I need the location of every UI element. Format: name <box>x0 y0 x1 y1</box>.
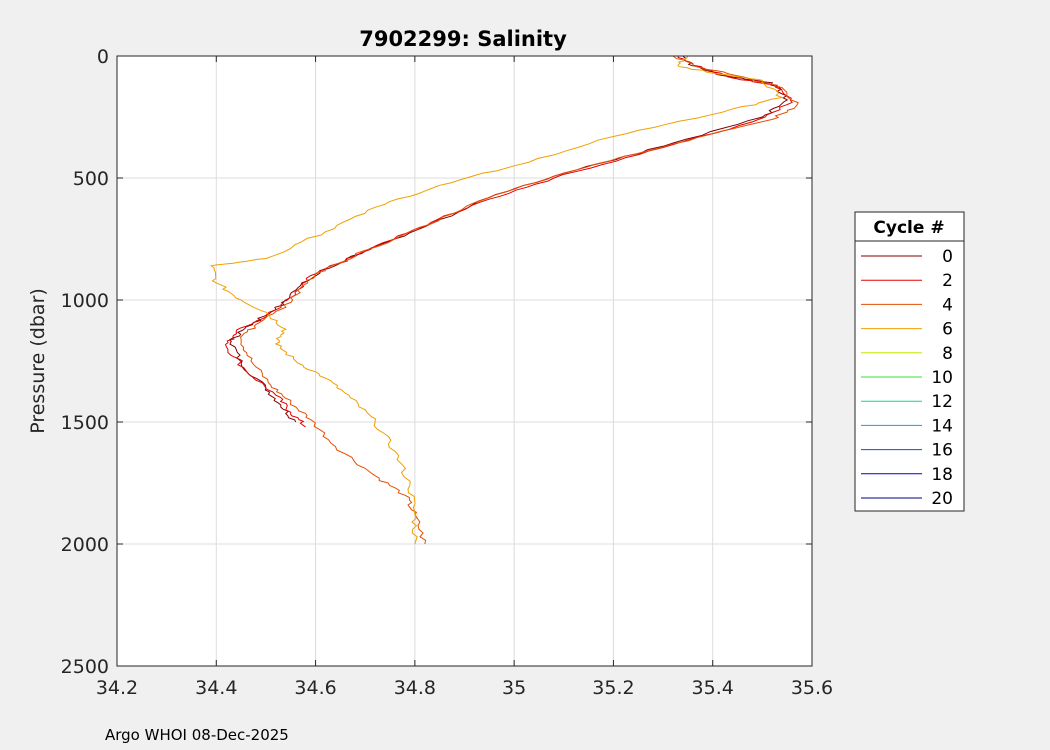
x-tick-label: 35.4 <box>692 677 734 699</box>
plot-area <box>117 56 812 666</box>
x-tick-label: 34.8 <box>394 677 436 699</box>
y-tick-label: 2500 <box>61 656 109 678</box>
legend: Cycle # 0 2 4 6 8 10 12 14 16 18 20 <box>854 211 965 512</box>
legend-label-16: 16 <box>931 441 953 461</box>
legend-title: Cycle # <box>873 218 944 238</box>
plot-frame <box>116 55 813 667</box>
legend-label-2: 2 <box>942 271 953 291</box>
y-axis-label: Pressure (dbar) <box>27 288 49 434</box>
y-tick-label: 2000 <box>61 534 109 556</box>
legend-entries: 0 2 4 6 8 10 12 14 16 18 20 <box>861 247 953 509</box>
series-line-1 <box>224 55 793 428</box>
legend-label-14: 14 <box>931 416 953 436</box>
y-tick-label: 1000 <box>61 290 109 312</box>
series-layer <box>210 55 799 545</box>
legend-label-10: 10 <box>931 368 953 388</box>
legend-label-8: 8 <box>942 344 953 364</box>
legend-label-4: 4 <box>942 295 953 315</box>
x-tick-label: 34.4 <box>195 677 237 699</box>
series-line-3 <box>210 55 785 545</box>
axis-ticks: 34.2 34.4 34.6 34.8 35 35.2 35.4 35.6 0 500 1000 15… <box>61 46 834 699</box>
legend-label-12: 12 <box>931 392 953 412</box>
legend-label-18: 18 <box>931 465 953 485</box>
series-line-2 <box>239 55 799 545</box>
legend-box <box>854 211 965 512</box>
x-tick-label: 35.2 <box>592 677 634 699</box>
x-tick-label: 35 <box>502 677 526 699</box>
legend-label-6: 6 <box>942 320 953 340</box>
footer-credit: Argo WHOI 08-Dec-2025 <box>105 726 289 744</box>
chart-title: 7902299: Salinity <box>359 27 567 51</box>
y-tick-label: 1500 <box>61 412 109 434</box>
x-tick-label: 34.6 <box>294 677 336 699</box>
x-tick-label: 34.2 <box>96 677 138 699</box>
y-tick-label: 500 <box>73 168 109 190</box>
y-tick-label: 0 <box>97 46 109 68</box>
legend-label-20: 20 <box>931 489 953 509</box>
x-tick-label: 35.6 <box>791 677 833 699</box>
legend-label-0: 0 <box>942 247 953 267</box>
